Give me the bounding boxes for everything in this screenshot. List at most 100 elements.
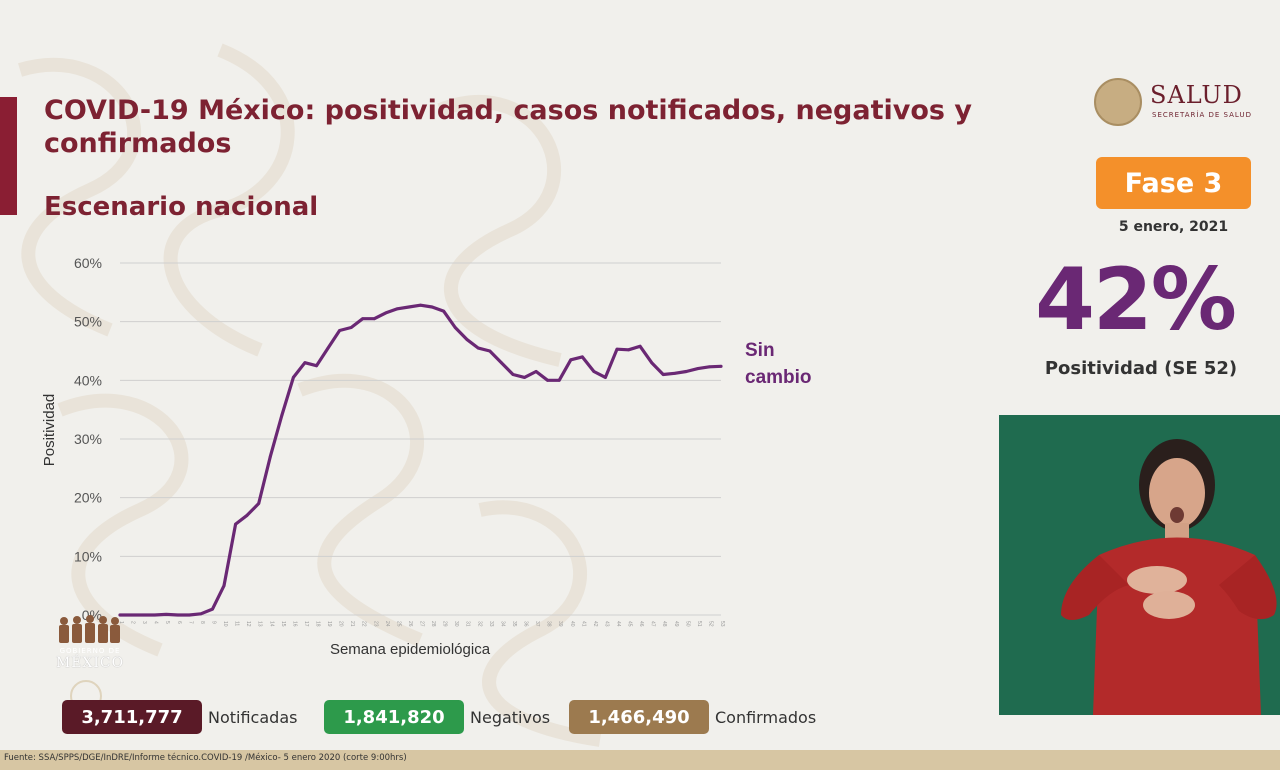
data-point <box>211 607 214 611</box>
report-date: 5 enero, 2021 <box>1118 219 1229 235</box>
x-tick-label: 27 <box>419 621 425 627</box>
x-tick-label: 2 <box>130 621 136 624</box>
x-axis-label: Semana epidemiológica <box>330 641 491 658</box>
data-point <box>453 326 457 329</box>
mexico-seal-icon <box>1094 78 1142 126</box>
data-point <box>569 358 573 362</box>
salud-logo: SALUD SECRETARÍA DE SALUD <box>1094 78 1264 128</box>
data-point <box>719 364 723 368</box>
x-tick-label: 5 <box>164 621 170 624</box>
sign-language-interpreter-video <box>999 415 1280 715</box>
gobierno-de-mexico-logo: GOBIERNO DE MÉXICO <box>52 613 128 677</box>
data-point <box>708 365 711 369</box>
data-point <box>557 378 561 382</box>
data-point <box>292 376 295 379</box>
x-tick-label: 42 <box>592 621 598 627</box>
x-tick-label: 3 <box>141 621 147 624</box>
data-point <box>488 349 492 353</box>
data-point <box>476 346 480 350</box>
data-point <box>280 414 284 417</box>
data-point <box>199 612 203 616</box>
x-tick-label: 16 <box>291 621 297 627</box>
notificadas-box: 3,711,777 <box>62 700 202 734</box>
data-point <box>511 373 515 376</box>
x-tick-label: 45 <box>627 621 633 627</box>
x-tick-label: 47 <box>650 621 656 627</box>
confirmados-label: Confirmados <box>715 708 817 727</box>
x-tick-label: 32 <box>476 621 482 627</box>
data-point <box>615 347 619 351</box>
data-point <box>661 373 665 376</box>
confirmados-box: 1,466,490 <box>569 700 709 734</box>
gob-logo-line2: MÉXICO <box>55 655 125 671</box>
x-tick-label: 49 <box>673 621 679 627</box>
x-tick-label: 25 <box>395 621 401 627</box>
x-tick-label: 37 <box>534 621 540 627</box>
x-tick-label: 15 <box>280 621 286 627</box>
x-tick-label: 39 <box>557 621 563 627</box>
x-tick-label: 53 <box>719 621 725 627</box>
data-point <box>303 361 307 365</box>
notificadas-label: Notificadas <box>208 708 298 727</box>
data-point <box>176 613 180 617</box>
x-tick-label: 17 <box>303 621 309 627</box>
data-point <box>465 337 469 341</box>
data-point <box>372 317 376 321</box>
page-title: COVID-19 México: positividad, casos noti… <box>44 95 972 159</box>
negativos-label: Negativos <box>470 708 551 727</box>
x-tick-label: 22 <box>361 621 367 627</box>
sin-cambio-annotation-line1: Sin <box>745 340 775 361</box>
data-point <box>673 371 677 375</box>
x-tick-label: 10 <box>222 621 228 627</box>
x-tick-label: 52 <box>707 621 713 627</box>
data-point <box>315 364 318 368</box>
x-tick-label: 18 <box>314 621 320 627</box>
data-point <box>141 613 145 617</box>
y-tick-label: 50% <box>74 314 102 330</box>
data-point <box>338 329 341 332</box>
x-tick-label: 8 <box>199 621 205 624</box>
data-point <box>245 513 249 517</box>
data-point <box>234 522 238 526</box>
positivity-series-line <box>118 303 723 617</box>
data-point <box>396 307 399 311</box>
data-point <box>604 376 607 379</box>
x-tick-label: 36 <box>523 621 529 627</box>
data-point <box>187 613 191 617</box>
x-tick-label: 50 <box>684 621 690 627</box>
x-tick-label: 51 <box>696 621 702 627</box>
phase-badge: Fase 3 <box>1096 157 1251 209</box>
data-point <box>580 355 584 359</box>
x-tick-label: 1 <box>118 621 124 624</box>
x-tick-label: 23 <box>372 621 378 627</box>
data-point <box>650 361 654 365</box>
data-point <box>696 367 700 370</box>
data-point <box>500 361 503 365</box>
data-point <box>118 613 122 617</box>
x-tick-label: 20 <box>338 621 344 627</box>
data-point <box>153 613 157 617</box>
positivity-chart-svg: 0%10%20%30%40%50%60% 1 2 3 4 5 6 7 8 9 10 11 12 13 14… <box>41 255 812 658</box>
x-tick-label: 13 <box>257 621 263 627</box>
x-tick-label: 30 <box>453 621 459 627</box>
x-tick-label: 12 <box>245 621 251 627</box>
x-tick-label: 11 <box>234 621 240 626</box>
y-tick-label: 20% <box>74 490 102 506</box>
data-point <box>419 303 422 307</box>
data-point <box>349 326 353 329</box>
data-point <box>130 613 133 617</box>
data-point <box>164 613 168 616</box>
x-tick-label: 35 <box>511 621 517 627</box>
data-point <box>442 309 445 313</box>
heroes-figures-icon <box>59 615 120 643</box>
salud-logo-tagline: SECRETARÍA DE SALUD <box>1152 111 1252 119</box>
x-tick-label: 14 <box>268 621 274 627</box>
x-tick-label: 19 <box>326 621 332 627</box>
x-tick-label: 31 <box>465 621 471 627</box>
x-tick-label: 7 <box>187 621 193 624</box>
data-point <box>523 376 526 379</box>
x-tick-label: 48 <box>661 621 667 627</box>
x-tick-label: 4 <box>153 621 159 624</box>
sin-cambio-annotation-line2: cambio <box>745 367 812 388</box>
x-tick-label: 28 <box>430 621 436 627</box>
